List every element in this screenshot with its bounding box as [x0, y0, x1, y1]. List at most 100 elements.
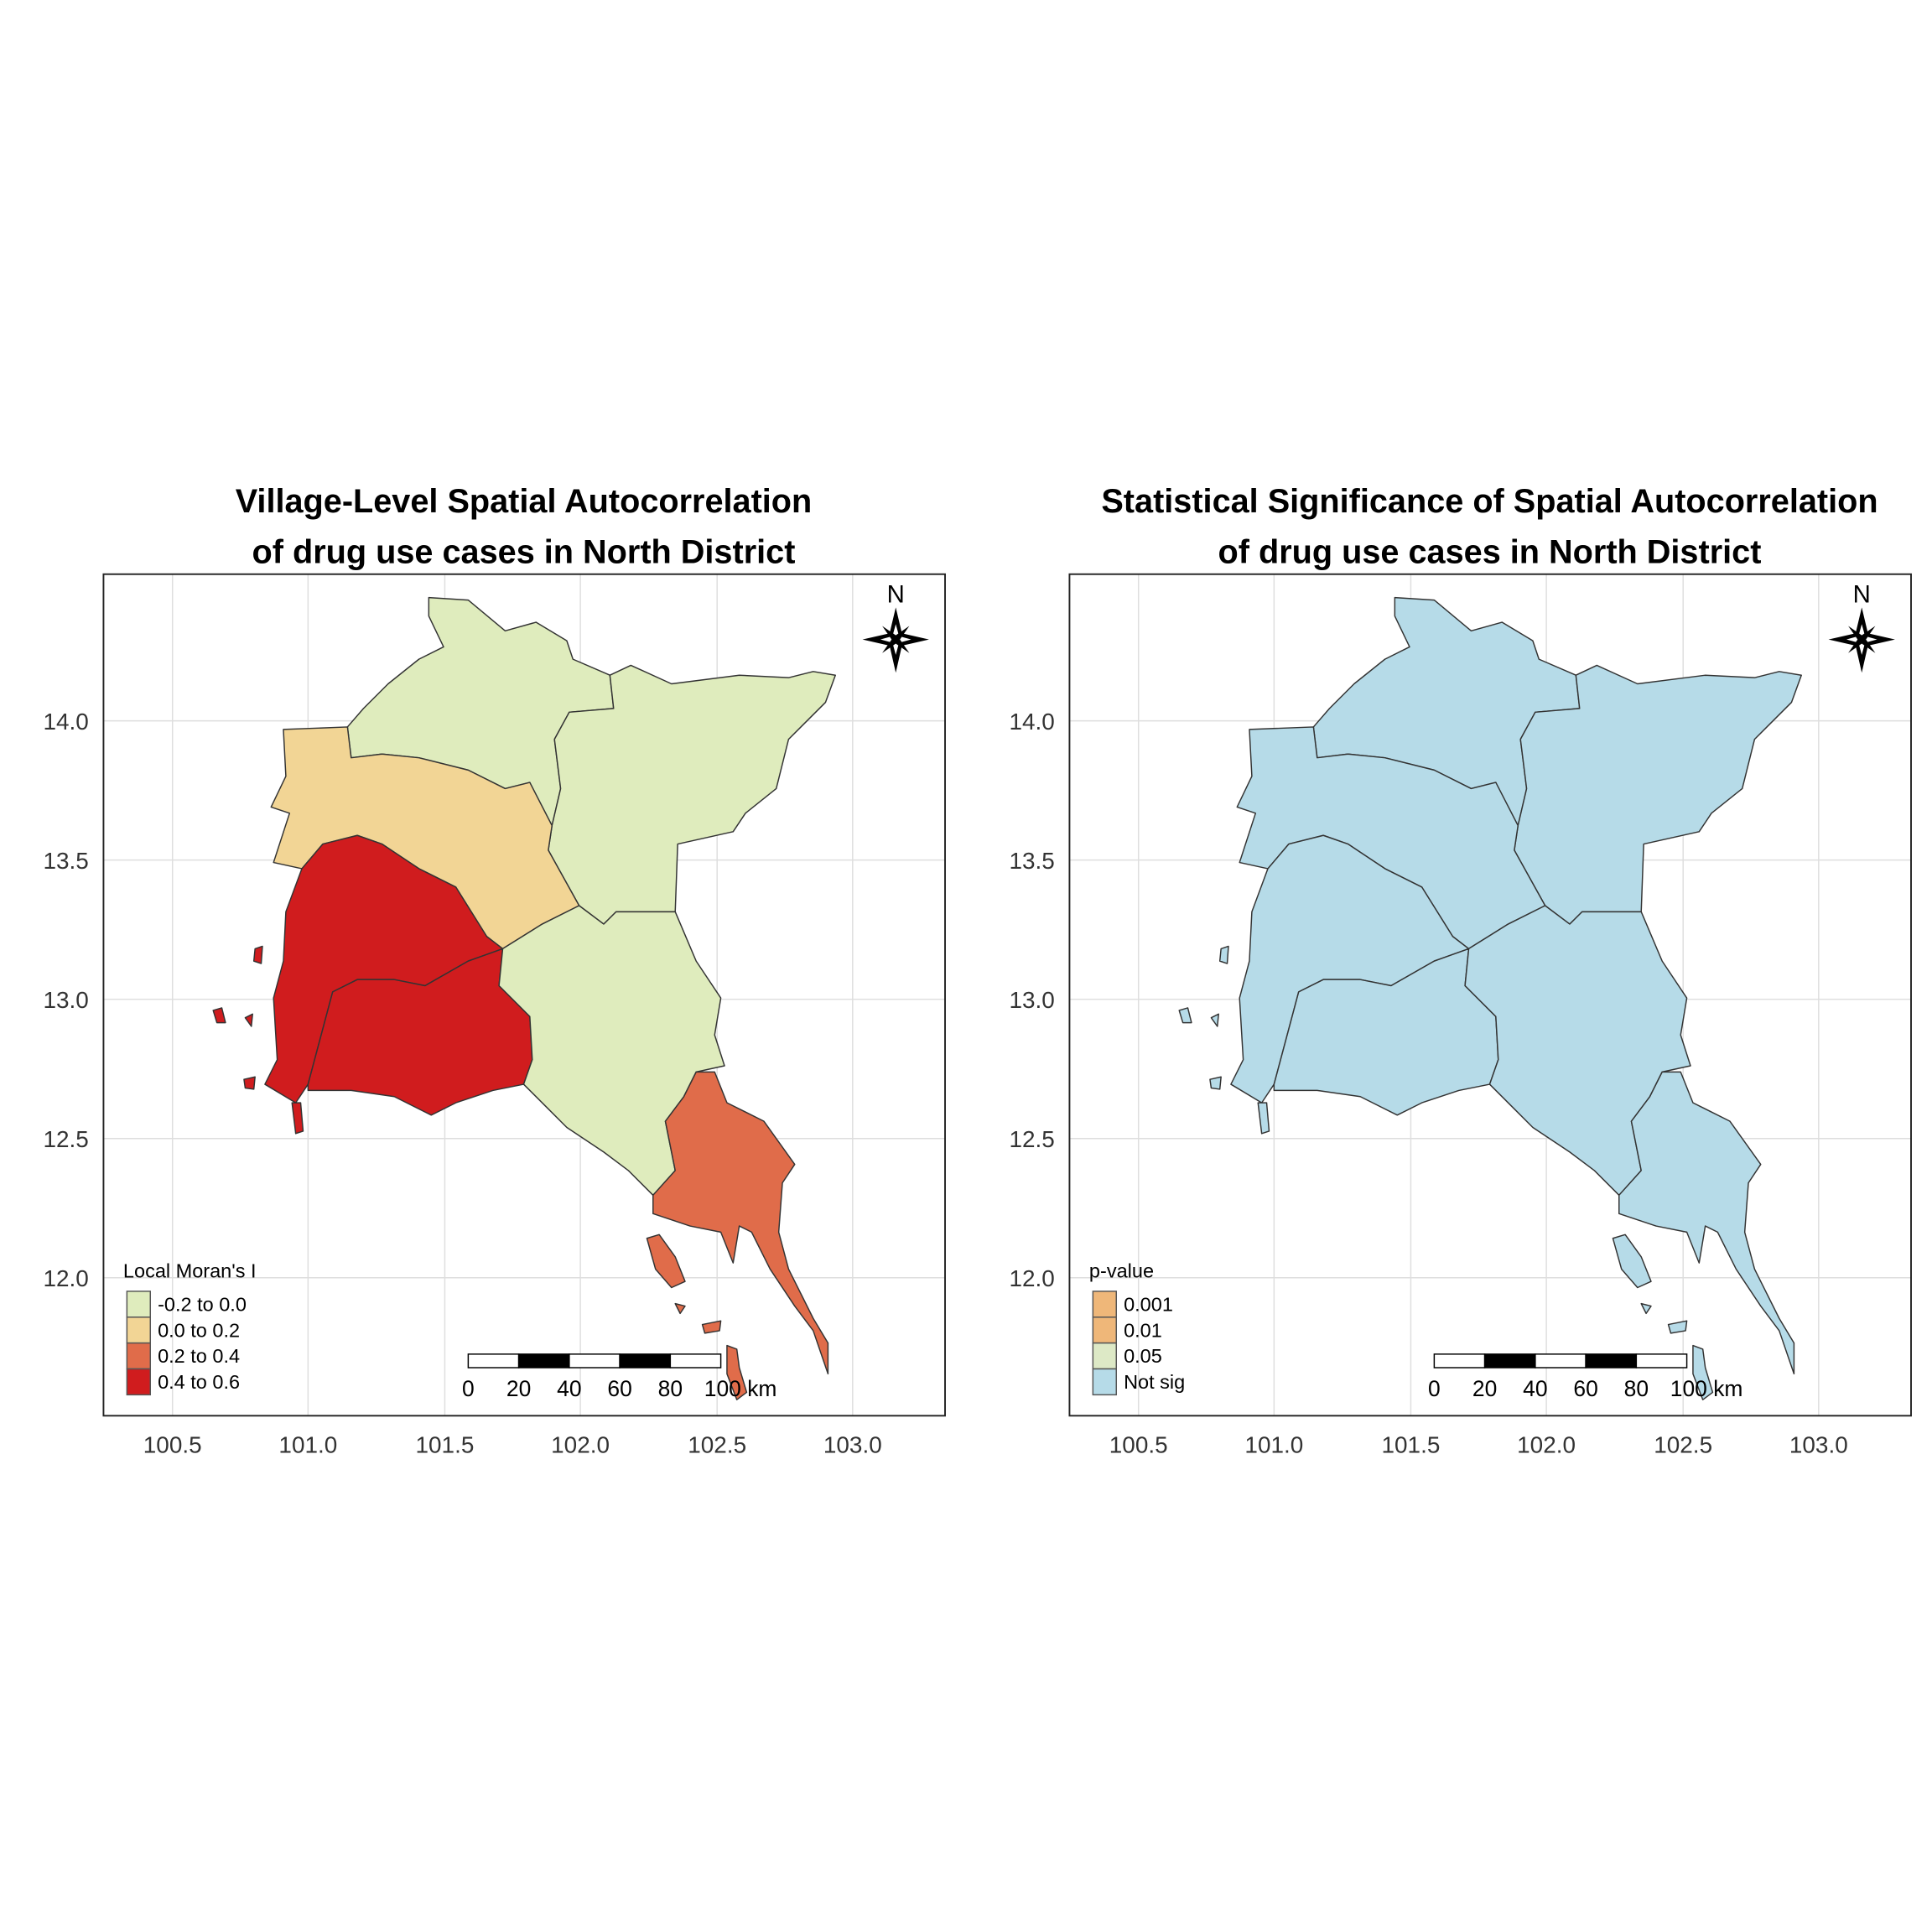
region[interactable]: [548, 664, 836, 925]
legend-label: 0.05: [1124, 1345, 1162, 1367]
island: [1210, 1013, 1219, 1027]
scale-label: 80: [1624, 1376, 1649, 1401]
scale-segment: [1483, 1353, 1536, 1368]
legend-label: 0.2 to 0.4: [158, 1345, 240, 1367]
scale-label: 40: [1523, 1376, 1547, 1401]
legend-title: p-value: [1089, 1260, 1154, 1282]
scale-segment: [517, 1353, 570, 1368]
scale-label: 0: [462, 1376, 475, 1401]
y-tick-label: 14.0: [43, 709, 88, 735]
legend-label: 0.01: [1124, 1319, 1162, 1341]
island: [243, 1076, 256, 1090]
map-title-line2: of drug use cases in North District: [252, 534, 796, 571]
scale-segment: [569, 1353, 621, 1368]
x-tick-label: 100.5: [1109, 1431, 1168, 1457]
y-tick-label: 13.0: [1009, 987, 1054, 1013]
region[interactable]: [1514, 664, 1802, 925]
x-tick-label: 102.0: [1517, 1431, 1576, 1457]
legend-swatch: [126, 1317, 152, 1344]
legend: p-value 0.001 0.01 0.05 Not sig: [1089, 1260, 1185, 1396]
legend-label: 0.4 to 0.6: [158, 1371, 240, 1393]
legend-swatch: [126, 1342, 152, 1370]
map-frame: [1068, 573, 1912, 1417]
scale-segment: [1433, 1353, 1486, 1368]
north-label: N: [887, 581, 905, 609]
x-tick-label: 102.5: [688, 1431, 746, 1457]
map-frame: [102, 573, 946, 1417]
north-label: N: [1853, 581, 1871, 609]
island: [1692, 1344, 1714, 1400]
scale-segment: [619, 1353, 672, 1368]
regions: [212, 596, 836, 1400]
scale-label: 60: [607, 1376, 631, 1401]
legend-swatch: [1092, 1368, 1117, 1396]
legend: Local Moran's I -0.2 to 0.0 0.0 to 0.2 0.2 …: [123, 1260, 257, 1396]
legend-label: 0.001: [1124, 1293, 1173, 1315]
island: [674, 1302, 686, 1315]
y-tick-label: 12.5: [43, 1126, 88, 1152]
x-tick-label: 102.5: [1654, 1431, 1712, 1457]
scale-label: 80: [658, 1376, 683, 1401]
gridlines: [1069, 574, 1912, 1416]
scale-segment: [1635, 1353, 1688, 1368]
island: [1667, 1320, 1688, 1334]
x-tick-label: 100.5: [143, 1431, 202, 1457]
scale-label: 20: [506, 1376, 531, 1401]
island: [701, 1320, 722, 1334]
scale-bar: 0 20 40 60 80 100 km: [462, 1353, 777, 1401]
legend-swatch: [126, 1291, 152, 1318]
legend-swatch: [126, 1368, 152, 1396]
map-panel-2: Statistical Significance of Spatial Auto…: [1009, 483, 1912, 1457]
island: [1640, 1302, 1652, 1315]
map-title-line1: Village-Level Spatial Autocorrelation: [236, 483, 813, 520]
x-tick-label: 103.0: [1789, 1431, 1848, 1457]
north-arrow-icon: N: [1828, 581, 1895, 673]
y-tick-label: 12.5: [1009, 1126, 1054, 1152]
x-tick-label: 101.0: [278, 1431, 337, 1457]
map-title-line2: of drug use cases in North District: [1218, 534, 1762, 571]
legend-swatch: [1092, 1291, 1117, 1318]
region[interactable]: [652, 1071, 829, 1375]
regions: [1178, 596, 1802, 1400]
region[interactable]: [1618, 1071, 1795, 1375]
compass-diag: [882, 626, 910, 653]
legend-label: 0.0 to 0.2: [158, 1319, 240, 1341]
island: [1612, 1233, 1652, 1289]
y-tick-label: 14.0: [1009, 709, 1054, 735]
scale-label: 100 km: [1670, 1376, 1743, 1401]
island: [1178, 1007, 1192, 1024]
island: [212, 1007, 226, 1024]
y-tick-label: 12.0: [43, 1265, 88, 1291]
scale-segment: [467, 1353, 520, 1368]
scale-segment: [1585, 1353, 1638, 1368]
y-tick-label: 12.0: [1009, 1265, 1054, 1291]
legend-title: Local Moran's I: [123, 1260, 257, 1282]
legend-swatch: [1092, 1317, 1117, 1344]
island: [1257, 1102, 1270, 1135]
map-title-line1: Statistical Significance of Spatial Auto…: [1101, 483, 1877, 520]
map-panel-1: Village-Level Spatial Autocorrelation of …: [43, 483, 946, 1457]
x-tick-label: 102.0: [551, 1431, 610, 1457]
compass-diag: [1848, 626, 1876, 653]
island: [291, 1102, 304, 1135]
y-tick-label: 13.5: [43, 848, 88, 874]
x-tick-label: 103.0: [823, 1431, 882, 1457]
island: [244, 1013, 253, 1027]
y-tick-label: 13.5: [1009, 848, 1054, 874]
island: [726, 1344, 748, 1400]
scale-segment: [669, 1353, 722, 1368]
legend-swatch: [1092, 1342, 1117, 1370]
x-tick-label: 101.0: [1244, 1431, 1303, 1457]
island: [646, 1233, 686, 1289]
scale-label: 40: [557, 1376, 581, 1401]
x-tick-label: 101.5: [1382, 1431, 1441, 1457]
legend-label: -0.2 to 0.0: [158, 1293, 247, 1315]
scale-segment: [1535, 1353, 1587, 1368]
scale-label: 20: [1472, 1376, 1497, 1401]
north-arrow-icon: N: [862, 581, 929, 673]
x-tick-label: 101.5: [416, 1431, 475, 1457]
scale-label: 100 km: [704, 1376, 777, 1401]
scale-label: 60: [1573, 1376, 1597, 1401]
island: [252, 945, 263, 964]
